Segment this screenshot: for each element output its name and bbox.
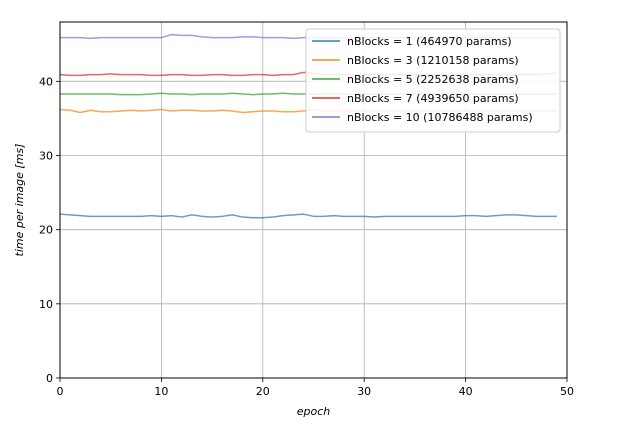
y-tick-label: 10 xyxy=(39,298,53,311)
y-axis-label: time per image [ms] xyxy=(13,144,26,257)
x-tick-label: 30 xyxy=(357,385,371,398)
x-axis: 0 10 20 30 40 50 xyxy=(57,378,574,398)
x-tick-label: 0 xyxy=(57,385,64,398)
y-tick-label: 40 xyxy=(39,75,53,88)
legend-entry: nBlocks = 1 (464970 params) xyxy=(347,35,512,48)
legend-entry: nBlocks = 3 (1210158 params) xyxy=(347,54,519,67)
legend-entry: nBlocks = 10 (10786488 params) xyxy=(347,111,533,124)
legend: nBlocks = 1 (464970 params) nBlocks = 3 (… xyxy=(305,28,561,133)
y-axis: 0 10 20 30 40 xyxy=(39,75,60,385)
plot-frame xyxy=(59,21,568,379)
legend-entry: nBlocks = 7 (4939650 params) xyxy=(347,92,519,105)
x-tick-label: 50 xyxy=(560,385,574,398)
x-tick-label: 20 xyxy=(256,385,270,398)
legend-box xyxy=(305,28,561,133)
series-line-1 xyxy=(59,213,557,219)
y-tick-label: 20 xyxy=(39,224,53,237)
x-tick-label: 40 xyxy=(459,385,473,398)
x-tick-label: 10 xyxy=(154,385,168,398)
y-tick-label: 0 xyxy=(46,372,53,385)
legend-entry: nBlocks = 5 (2252638 params) xyxy=(347,73,519,86)
x-axis-label: epoch xyxy=(297,405,331,418)
y-tick-label: 30 xyxy=(39,150,53,163)
